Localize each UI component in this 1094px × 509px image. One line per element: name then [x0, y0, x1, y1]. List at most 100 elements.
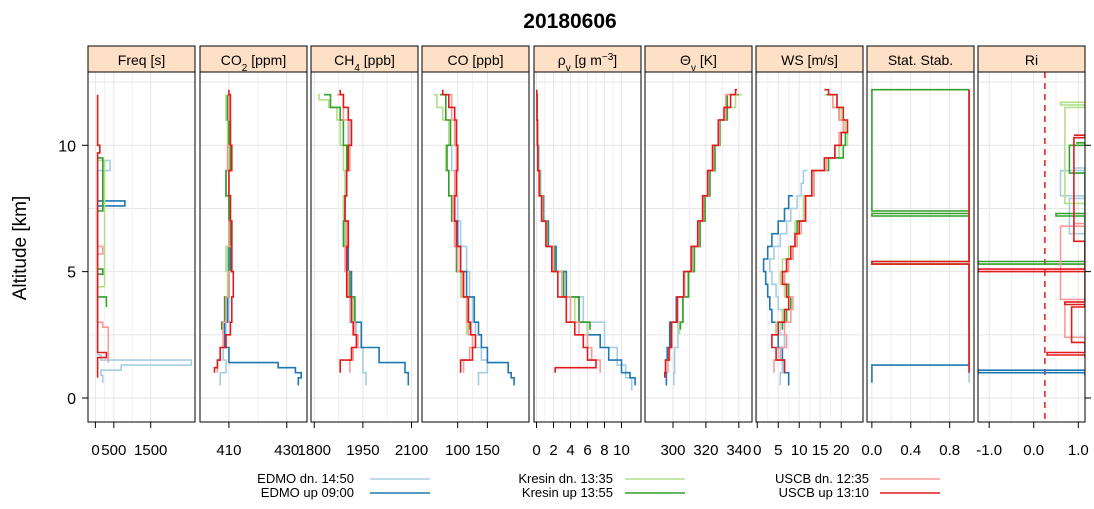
panel-frame [644, 71, 753, 423]
panel-rhov: ρv [g m−3] 0 2 4 6 8 10 [532, 45, 642, 459]
series-line [781, 93, 847, 330]
panel-grid [978, 72, 1085, 422]
panel-strip [421, 45, 530, 73]
panel-series [871, 88, 970, 383]
series-line [535, 89, 597, 373]
x-tick-label: 0.0 [861, 442, 882, 459]
x-tick-label: 340 [726, 442, 751, 459]
panel-series [317, 89, 410, 386]
series-line [771, 88, 849, 373]
panel-co: CO [ppb] 100 150 [421, 45, 530, 459]
legend-label: EDMO up 09:00 [261, 485, 354, 500]
panel-label: Θv [K] [680, 52, 717, 74]
series-line [96, 200, 126, 211]
panel-series [433, 89, 515, 386]
x-tick-label: 6 [583, 442, 591, 459]
panel-series [96, 94, 193, 383]
legend-label: USCB dn. 12:35 [775, 471, 869, 486]
panel-label: Freq [s] [118, 52, 165, 68]
x-tick-label: 0.0 [1023, 442, 1044, 459]
panel-frame [310, 71, 419, 423]
series-line [871, 88, 970, 330]
series-line [441, 89, 477, 373]
panel-thetav: Θv [K] 300 320 340 [644, 45, 753, 459]
panel-frame [866, 71, 975, 423]
x-tick-label: 10 [613, 442, 630, 459]
series-line [663, 88, 738, 378]
panel-strip [866, 45, 975, 73]
panel-stat: Stat. Stab. 0.0 0.4 0.8 [861, 45, 975, 459]
x-tick-label: 1800 [298, 442, 331, 459]
series-line [344, 195, 410, 386]
legend-label: Kresin up 13:55 [522, 485, 613, 500]
panel-frame [977, 71, 1086, 423]
series-line [96, 159, 193, 383]
panel-label: CO [ppb] [447, 52, 503, 68]
x-tick-label: 410 [216, 442, 241, 459]
panel-frame [755, 71, 864, 423]
legend-label: USCB up 13:10 [779, 485, 869, 500]
series-line [213, 89, 235, 373]
panel-grid [311, 72, 418, 422]
panel-series [535, 89, 636, 391]
legend-label: EDMO dn. 14:50 [257, 471, 354, 486]
x-tick-label: 0 [532, 442, 540, 459]
panel-grid [88, 72, 195, 422]
x-tick-label: 0.4 [900, 442, 921, 459]
panel-grid [422, 72, 529, 422]
x-tick-label: 320 [693, 442, 718, 459]
series-line [871, 89, 970, 383]
panel-ch4: CH4 [ppb] 1800 1950 2100 [298, 45, 428, 459]
series-line [775, 93, 849, 335]
series-line [978, 134, 1085, 358]
panel-label: CO2 [ppm] [221, 52, 286, 74]
panel-freq: Freq [s] 0 500 1500 [87, 45, 196, 459]
panel-grid [645, 72, 752, 422]
x-tick-label: 20 [833, 442, 850, 459]
x-tick-label: -1.0 [976, 442, 1002, 459]
panel-grid [200, 72, 307, 422]
panel-series [762, 88, 849, 386]
panel-label: Stat. Stab. [888, 52, 953, 68]
series-line [96, 94, 108, 378]
panel-grid [867, 72, 974, 422]
legend-label: Kresin dn. 13:35 [518, 471, 613, 486]
series-line [672, 119, 724, 386]
legend-item: Kresin dn. 13:35 [518, 471, 685, 486]
panel-ri: Ri -1.0 0.0 1.0 [976, 45, 1089, 459]
x-tick-label: 2 [549, 442, 557, 459]
panel-frame [421, 71, 530, 423]
y-tick-label: 5 [67, 265, 76, 282]
series-line [339, 89, 358, 373]
series-line [536, 93, 633, 391]
series-line [223, 195, 303, 386]
x-tick-label: 10 [791, 442, 808, 459]
x-tick-label: 0 [91, 442, 99, 459]
legend-item: EDMO up 09:00 [261, 485, 430, 500]
series-line [978, 369, 1085, 376]
x-tick-label: 100 [445, 442, 470, 459]
panel-series [663, 88, 743, 386]
panel-strip [310, 45, 419, 73]
panel-series [213, 89, 303, 386]
series-line [871, 89, 970, 373]
panel-series [978, 101, 1085, 376]
x-tick-label: 4 [566, 442, 574, 459]
series-line [96, 157, 108, 307]
legend-item: USCB dn. 12:35 [775, 471, 940, 486]
x-tick-label: 1950 [346, 442, 379, 459]
panel-strip [533, 45, 642, 73]
panel-strip [977, 45, 1086, 73]
y-tick-label: 10 [58, 138, 76, 155]
panel-label: WS [m/s] [781, 52, 838, 68]
legend-item: USCB up 13:10 [779, 485, 940, 500]
legend-item: EDMO dn. 14:50 [257, 471, 430, 486]
x-tick-label: 1.0 [1068, 442, 1089, 459]
x-tick-label: 8 [600, 442, 608, 459]
panel-co2: CO2 [ppm] 410 430 [199, 45, 308, 459]
x-tick-label: 150 [475, 442, 500, 459]
series-line [1059, 101, 1085, 206]
panel-label: CH4 [ppb] [334, 52, 395, 74]
